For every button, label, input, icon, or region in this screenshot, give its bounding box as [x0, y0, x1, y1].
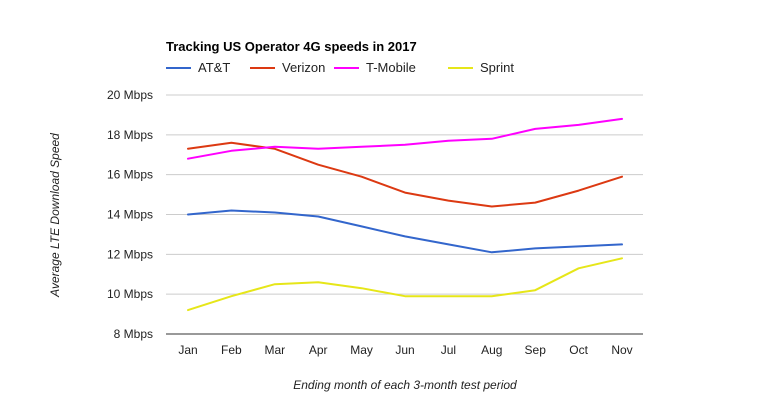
x-tick-label: Jan — [178, 343, 197, 357]
x-tick-label: Aug — [481, 343, 502, 357]
x-tick-label: May — [350, 343, 373, 357]
series-line-verizon — [187, 141, 623, 208]
x-axis-ticks: Jan Feb Mar Apr May Jun Jul Aug Sep Oct Nov — [178, 343, 632, 357]
legend-label: AT&T — [198, 60, 230, 75]
x-tick-label: Jun — [395, 343, 414, 357]
y-tick-label: 20 Mbps — [107, 88, 153, 102]
legend-label: Verizon — [282, 60, 325, 75]
chart-title: Tracking US Operator 4G speeds in 2017 — [166, 39, 417, 54]
y-tick-label: 14 Mbps — [107, 208, 153, 222]
series-line-t-mobile — [187, 117, 623, 160]
legend-label: Sprint — [480, 60, 514, 75]
x-tick-label: Sep — [525, 343, 547, 357]
x-tick-label: Mar — [264, 343, 285, 357]
legend: AT&T Verizon T-Mobile Sprint — [166, 60, 514, 75]
x-tick-label: Oct — [569, 343, 588, 357]
y-tick-label: 18 Mbps — [107, 128, 153, 142]
x-tick-label: Jul — [441, 343, 456, 357]
x-tick-label: Apr — [309, 343, 328, 357]
y-axis-title: Average LTE Download Speed — [48, 133, 62, 298]
series-lines — [187, 117, 623, 312]
legend-label: T-Mobile — [366, 60, 416, 75]
y-axis-ticks: 8 Mbps 10 Mbps 12 Mbps 14 Mbps 16 Mbps 18 Mbp… — [107, 88, 153, 341]
series-line-sprint — [187, 257, 623, 312]
x-tick-label: Nov — [611, 343, 632, 357]
gridlines — [166, 94, 643, 335]
y-tick-label: 16 Mbps — [107, 168, 153, 182]
y-tick-label: 10 Mbps — [107, 287, 153, 301]
x-tick-label: Feb — [221, 343, 242, 357]
x-axis-title: Ending month of each 3-month test period — [293, 378, 517, 392]
y-tick-label: 12 Mbps — [107, 247, 153, 261]
series-line-at-t — [187, 209, 623, 254]
y-tick-label: 8 Mbps — [114, 327, 153, 341]
